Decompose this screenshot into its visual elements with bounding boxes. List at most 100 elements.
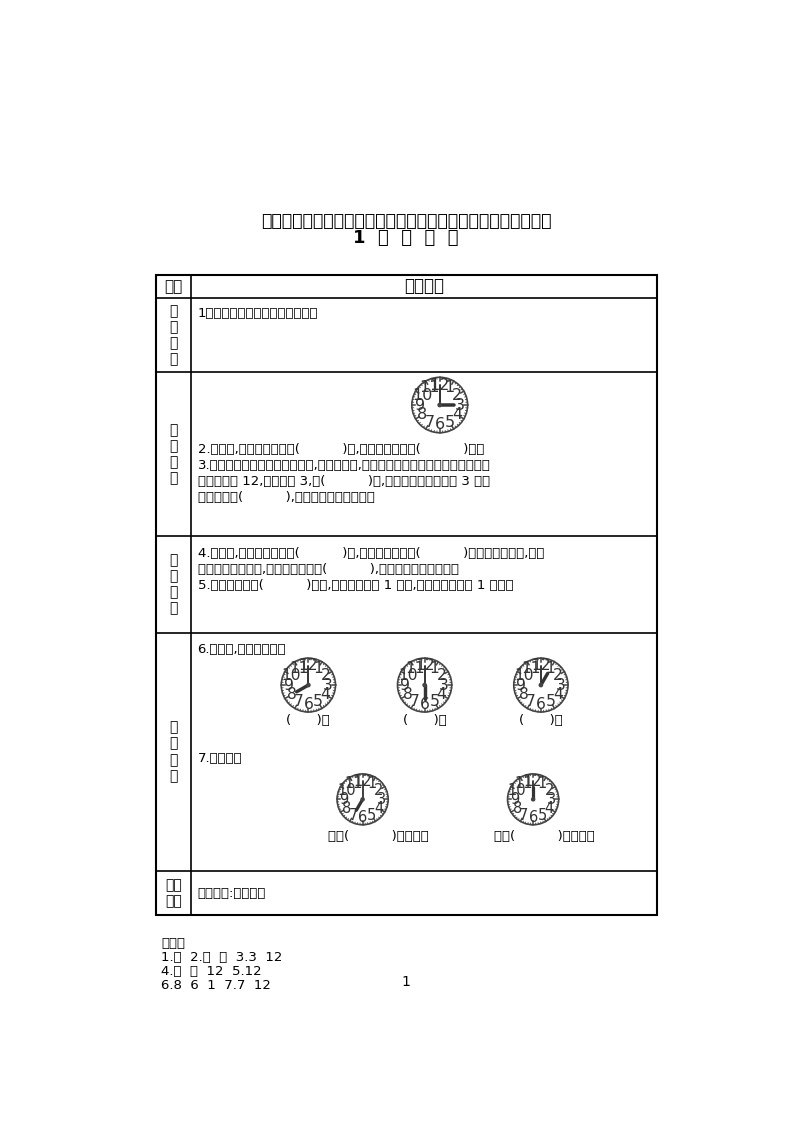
Text: 5: 5 <box>538 808 547 822</box>
Text: 3: 3 <box>439 678 449 692</box>
Text: 答案：: 答案： <box>161 937 185 950</box>
Text: 面分针指向 12,时针指向 3,是(          )时,也是我们平时所说的 3 点。: 面分针指向 12,时针指向 3,是( )时,也是我们平时所说的 3 点。 <box>197 475 489 488</box>
Text: 10: 10 <box>398 668 417 683</box>
Text: 8: 8 <box>417 407 427 423</box>
Text: 5: 5 <box>429 695 439 709</box>
Text: 10: 10 <box>508 783 527 798</box>
Text: 6: 6 <box>528 810 538 825</box>
Circle shape <box>508 774 559 825</box>
Text: 9: 9 <box>516 678 527 692</box>
Text: 3: 3 <box>556 678 565 692</box>
Text: 4: 4 <box>320 688 330 702</box>
Circle shape <box>397 659 452 712</box>
Text: 10: 10 <box>282 668 301 683</box>
Bar <box>155 275 657 916</box>
Text: 7.填空题。: 7.填空题。 <box>197 752 242 765</box>
Text: 12: 12 <box>524 773 542 789</box>
Text: 7: 7 <box>527 695 536 709</box>
Text: 6: 6 <box>536 697 546 712</box>
Text: 11: 11 <box>344 776 362 791</box>
Text: 4: 4 <box>374 801 383 816</box>
Text: 温馨
提示: 温馨 提示 <box>165 879 182 908</box>
Circle shape <box>539 683 542 687</box>
Text: 7: 7 <box>349 808 358 822</box>
Text: 11: 11 <box>515 776 533 791</box>
Text: 10: 10 <box>337 783 356 798</box>
Circle shape <box>514 659 568 712</box>
Text: 12: 12 <box>415 659 435 673</box>
Text: 1: 1 <box>367 776 377 791</box>
Text: 内　　容: 内 容 <box>404 277 444 295</box>
Text: 2: 2 <box>553 668 563 683</box>
Text: 12: 12 <box>299 659 318 673</box>
Text: 1: 1 <box>538 776 547 791</box>
Text: 8: 8 <box>512 801 522 816</box>
Text: 7: 7 <box>410 695 419 709</box>
Text: 11: 11 <box>405 661 424 675</box>
Text: 12: 12 <box>531 659 550 673</box>
Text: 8: 8 <box>403 688 412 702</box>
Text: (      )时: ( )时 <box>403 714 446 727</box>
Text: 1  认  识  整  时: 1 认 识 整 时 <box>353 229 459 247</box>
Text: 3: 3 <box>377 792 385 807</box>
Text: 温
故
知
新: 温 故 知 新 <box>170 304 178 367</box>
Text: 6.看一看,写出是几时。: 6.看一看,写出是几时。 <box>197 643 286 655</box>
Text: 5.时针走一圈是(          )小时,分针走一圈是 1 小时,时针走一大格是 1 小时。: 5.时针走一圈是( )小时,分针走一圈是 1 小时,时针走一大格是 1 小时。 <box>197 579 513 592</box>
Text: 心
中
有
数: 心 中 有 数 <box>170 553 178 616</box>
Text: 2: 2 <box>544 783 554 798</box>
Text: 4.分  时  12  5.12: 4.分 时 12 5.12 <box>161 965 262 977</box>
Text: 1: 1 <box>546 661 556 675</box>
Text: 9: 9 <box>415 397 425 413</box>
Text: 11: 11 <box>419 380 440 395</box>
Text: 4: 4 <box>553 688 563 702</box>
Circle shape <box>337 774 389 825</box>
Text: 9: 9 <box>510 792 519 807</box>
Text: 2: 2 <box>374 783 383 798</box>
Text: 1: 1 <box>445 380 455 395</box>
Text: 8: 8 <box>342 801 351 816</box>
Text: 7: 7 <box>519 808 529 822</box>
Text: 2: 2 <box>437 668 446 683</box>
Text: 预
习
检
验: 预 习 检 验 <box>170 720 178 783</box>
Text: 12: 12 <box>430 378 450 393</box>
Text: 3.我们平时所说的几点就是几时,确定是几时,要看时针和分针的位置。右面这个钟: 3.我们平时所说的几点就是几时,确定是几时,要看时针和分针的位置。右面这个钟 <box>197 459 490 472</box>
Text: 2: 2 <box>452 387 462 403</box>
Text: (      )时: ( )时 <box>519 714 563 727</box>
Text: 4: 4 <box>437 688 446 702</box>
Text: 6: 6 <box>304 697 313 712</box>
Text: 9: 9 <box>400 678 410 692</box>
Text: 6: 6 <box>435 417 445 432</box>
Circle shape <box>423 683 427 687</box>
Text: 1.略  2.分  时  3.3  12: 1.略 2.分 时 3.3 12 <box>161 950 282 964</box>
Circle shape <box>282 659 335 712</box>
Text: 新
课
先
知: 新 课 先 知 <box>170 423 178 486</box>
Text: 2.钟面上,又细又长的针叫(          )针,又短又粗的针叫(          )针。: 2.钟面上,又细又长的针叫( )针,又短又粗的针叫( )针。 <box>197 443 484 456</box>
Text: 12: 12 <box>354 773 372 789</box>
Text: 3: 3 <box>323 678 333 692</box>
Text: 冀教版小学二年级数学下册第二单元《认识钟表》课堂学案设计: 冀教版小学二年级数学下册第二单元《认识钟表》课堂学案设计 <box>261 212 551 230</box>
Text: 4.钟面上,又细又长的针叫(          )针,又短又粗的针叫(          )针。确定是几时,要看: 4.钟面上,又细又长的针叫( )针,又短又粗的针叫( )针。确定是几时,要看 <box>197 546 544 560</box>
Text: 2: 2 <box>320 668 330 683</box>
Text: 5: 5 <box>546 695 556 709</box>
Text: 4: 4 <box>545 801 554 816</box>
Text: 4: 4 <box>452 407 462 423</box>
Text: 中午(          )时吃饭。: 中午( )时吃饭。 <box>494 830 595 843</box>
Text: 项目: 项目 <box>164 279 182 294</box>
Text: 学具准备:钟面图。: 学具准备:钟面图。 <box>197 886 266 900</box>
Text: 时针和分针的位置,整时时分针指向(          ),时针指向几就是几时。: 时针和分针的位置,整时时分针指向( ),时针指向几就是几时。 <box>197 563 458 576</box>
Text: 6: 6 <box>419 697 430 712</box>
Text: 3: 3 <box>455 397 465 413</box>
Text: 8: 8 <box>286 688 297 702</box>
Text: 7: 7 <box>293 695 304 709</box>
Text: 9: 9 <box>339 792 349 807</box>
Text: 9: 9 <box>284 678 294 692</box>
Text: 1: 1 <box>430 661 439 675</box>
Text: 6.8  6  1  7.7  12: 6.8 6 1 7.7 12 <box>161 978 271 992</box>
Text: 5: 5 <box>313 695 323 709</box>
Text: 1．你知道哪些关于钟表的知识？: 1．你知道哪些关于钟表的知识？ <box>197 307 318 320</box>
Text: 5: 5 <box>367 808 377 822</box>
Text: 10: 10 <box>412 387 432 403</box>
Circle shape <box>438 403 442 406</box>
Circle shape <box>361 798 364 801</box>
Circle shape <box>412 377 468 433</box>
